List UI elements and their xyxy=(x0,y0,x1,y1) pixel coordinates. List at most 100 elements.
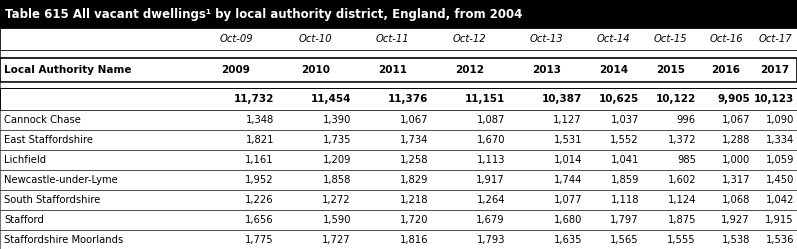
Text: 1,218: 1,218 xyxy=(399,195,428,205)
Text: Oct-09: Oct-09 xyxy=(219,34,253,44)
Text: 2016: 2016 xyxy=(712,65,740,75)
Text: 1,680: 1,680 xyxy=(554,215,582,225)
Text: Cannock Chase: Cannock Chase xyxy=(4,115,80,125)
Text: 1,077: 1,077 xyxy=(553,195,582,205)
Text: 1,720: 1,720 xyxy=(399,215,428,225)
Text: 1,952: 1,952 xyxy=(245,175,274,185)
Text: 1,161: 1,161 xyxy=(245,155,274,165)
Text: 1,797: 1,797 xyxy=(611,215,639,225)
Text: Oct-14: Oct-14 xyxy=(597,34,630,44)
Text: 1,859: 1,859 xyxy=(611,175,639,185)
Text: 2012: 2012 xyxy=(455,65,484,75)
Text: 1,127: 1,127 xyxy=(553,115,582,125)
Text: 1,113: 1,113 xyxy=(477,155,505,165)
Text: 1,390: 1,390 xyxy=(323,115,351,125)
Text: 996: 996 xyxy=(677,115,696,125)
Bar xyxy=(0,170,797,190)
Text: Newcastle-under-Lyme: Newcastle-under-Lyme xyxy=(4,175,118,185)
Text: 1,531: 1,531 xyxy=(553,135,582,145)
Text: 1,000: 1,000 xyxy=(722,155,750,165)
Text: 1,317: 1,317 xyxy=(721,175,750,185)
Text: Oct-12: Oct-12 xyxy=(453,34,486,44)
Text: Local Authority Name: Local Authority Name xyxy=(4,65,132,75)
Text: 1,067: 1,067 xyxy=(399,115,428,125)
Text: 1,014: 1,014 xyxy=(554,155,582,165)
Text: 2011: 2011 xyxy=(378,65,407,75)
Text: 10,123: 10,123 xyxy=(754,94,794,104)
Text: 2014: 2014 xyxy=(599,65,628,75)
Text: 1,670: 1,670 xyxy=(477,135,505,145)
Text: 11,732: 11,732 xyxy=(234,94,274,104)
Text: 1,635: 1,635 xyxy=(553,235,582,245)
Bar xyxy=(0,150,797,170)
Text: Stafford: Stafford xyxy=(4,215,44,225)
Text: 2017: 2017 xyxy=(760,65,790,75)
Text: 985: 985 xyxy=(677,155,696,165)
Text: 11,454: 11,454 xyxy=(311,94,351,104)
Text: 10,387: 10,387 xyxy=(542,94,582,104)
Bar xyxy=(0,110,797,130)
Text: 1,348: 1,348 xyxy=(245,115,274,125)
Text: 2009: 2009 xyxy=(222,65,250,75)
Text: Staffordshire Moorlands: Staffordshire Moorlands xyxy=(4,235,124,245)
Text: Oct-10: Oct-10 xyxy=(299,34,332,44)
Text: 1,536: 1,536 xyxy=(765,235,794,245)
Text: 1,334: 1,334 xyxy=(766,135,794,145)
Bar xyxy=(0,28,797,50)
Text: 2010: 2010 xyxy=(301,65,330,75)
Text: 1,555: 1,555 xyxy=(667,235,696,245)
Text: 11,376: 11,376 xyxy=(387,94,428,104)
Text: 1,821: 1,821 xyxy=(245,135,274,145)
Text: 1,727: 1,727 xyxy=(322,235,351,245)
Text: Oct-16: Oct-16 xyxy=(709,34,743,44)
Bar xyxy=(0,88,797,110)
Text: 1,090: 1,090 xyxy=(766,115,794,125)
Text: 1,087: 1,087 xyxy=(477,115,505,125)
Text: Oct-15: Oct-15 xyxy=(654,34,687,44)
Text: Lichfield: Lichfield xyxy=(4,155,46,165)
Text: 1,735: 1,735 xyxy=(323,135,351,145)
Text: 1,068: 1,068 xyxy=(721,195,750,205)
Text: Table 615 All vacant dwellings¹ by local authority district, England, from 2004: Table 615 All vacant dwellings¹ by local… xyxy=(5,7,522,20)
Text: 1,450: 1,450 xyxy=(766,175,794,185)
Text: 1,372: 1,372 xyxy=(668,135,696,145)
Bar xyxy=(0,210,797,230)
Bar xyxy=(0,58,797,82)
Text: 1,565: 1,565 xyxy=(611,235,639,245)
Text: 1,793: 1,793 xyxy=(477,235,505,245)
Text: 1,118: 1,118 xyxy=(611,195,639,205)
Text: Oct-17: Oct-17 xyxy=(758,34,791,44)
Bar xyxy=(0,130,797,150)
Text: 1,288: 1,288 xyxy=(721,135,750,145)
Bar xyxy=(0,82,797,88)
Text: 1,258: 1,258 xyxy=(399,155,428,165)
Text: 1,915: 1,915 xyxy=(765,215,794,225)
Text: 11,151: 11,151 xyxy=(465,94,505,104)
Text: Oct-13: Oct-13 xyxy=(530,34,563,44)
Text: 1,037: 1,037 xyxy=(611,115,639,125)
Text: 1,679: 1,679 xyxy=(477,215,505,225)
Text: 1,059: 1,059 xyxy=(765,155,794,165)
Text: 1,656: 1,656 xyxy=(245,215,274,225)
Text: South Staffordshire: South Staffordshire xyxy=(4,195,100,205)
Text: 1,552: 1,552 xyxy=(611,135,639,145)
Text: 1,067: 1,067 xyxy=(721,115,750,125)
Text: 1,264: 1,264 xyxy=(477,195,505,205)
Text: East Staffordshire: East Staffordshire xyxy=(4,135,93,145)
Text: Oct-11: Oct-11 xyxy=(375,34,410,44)
Text: 9,905: 9,905 xyxy=(717,94,750,104)
Text: 1,041: 1,041 xyxy=(611,155,639,165)
Text: 1,734: 1,734 xyxy=(399,135,428,145)
Text: 2015: 2015 xyxy=(656,65,685,75)
Text: 1,927: 1,927 xyxy=(721,215,750,225)
Bar xyxy=(0,230,797,249)
Text: 1,042: 1,042 xyxy=(766,195,794,205)
Text: 1,775: 1,775 xyxy=(245,235,274,245)
Bar xyxy=(0,0,797,28)
Bar xyxy=(0,50,797,58)
Text: 1,816: 1,816 xyxy=(399,235,428,245)
Text: 1,226: 1,226 xyxy=(245,195,274,205)
Text: 10,625: 10,625 xyxy=(599,94,639,104)
Text: 10,122: 10,122 xyxy=(656,94,696,104)
Text: 1,858: 1,858 xyxy=(323,175,351,185)
